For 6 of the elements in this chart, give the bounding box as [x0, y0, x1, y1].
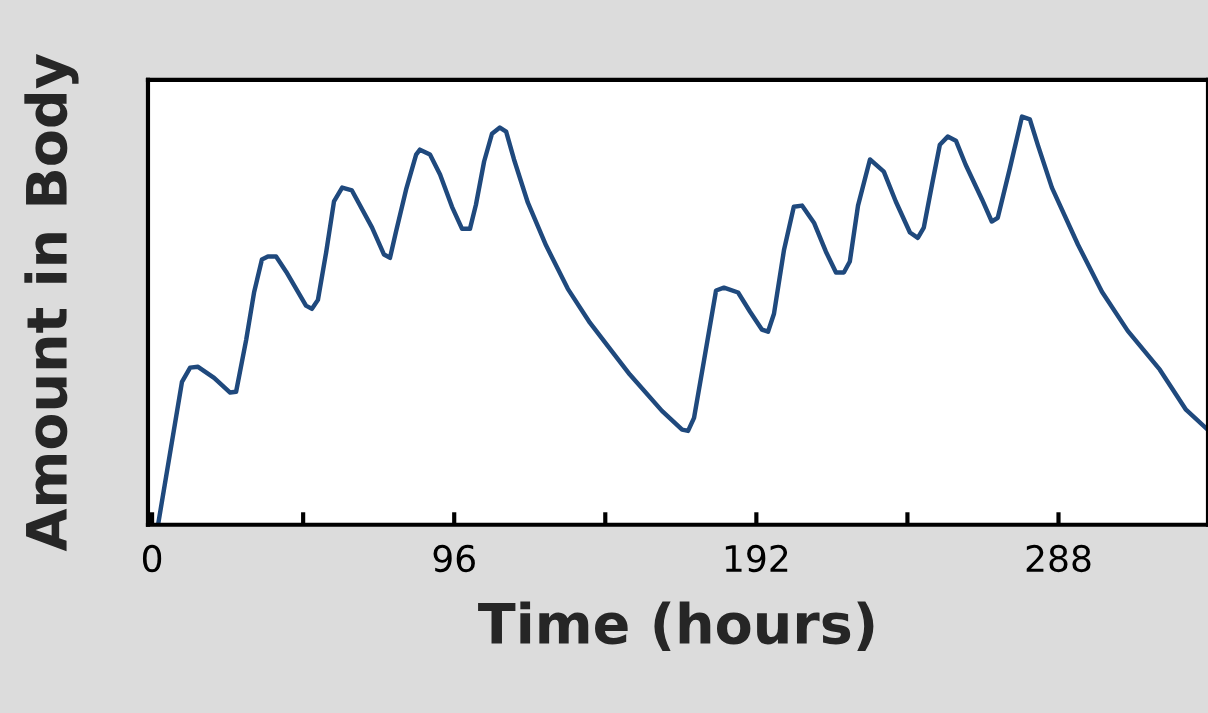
x-axis-title: Time (hours): [478, 601, 874, 651]
x-tick-label: 192: [725, 544, 788, 573]
y-axis-title: Amount in Body: [24, 54, 79, 552]
x-tick-label: 288: [1026, 544, 1091, 573]
x-tick-label: 0: [142, 544, 162, 573]
x-tick-label: 96: [433, 544, 475, 573]
